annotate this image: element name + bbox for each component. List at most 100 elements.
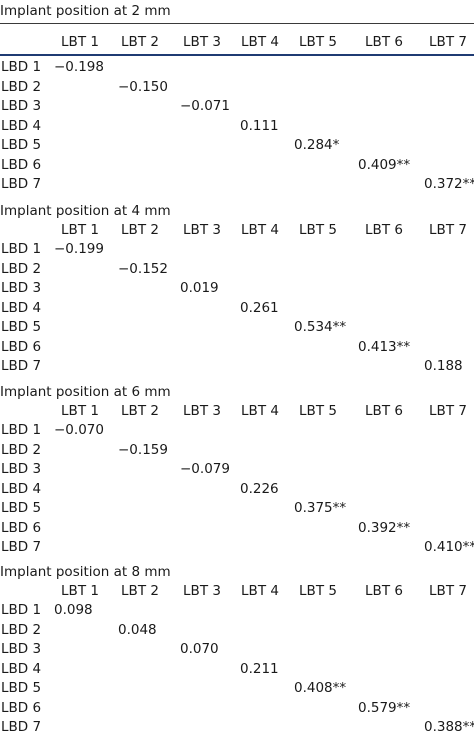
table-row: LBD 3 0.019: [0, 279, 474, 299]
correlation-value: 0.372**: [424, 176, 474, 192]
row-label: LBD 5: [1, 680, 42, 696]
table-row: LBD 3 −0.079: [0, 460, 474, 480]
column-header: LBT 5: [299, 34, 337, 50]
table-row: LBD 7 0.372**: [0, 175, 474, 195]
table-row: LBD 4 0.111: [0, 117, 474, 137]
column-header: LBT 4: [241, 403, 279, 419]
row-label: LBD 2: [1, 621, 42, 638]
table-row: LBD 2 0.048: [0, 621, 474, 641]
row-label: LBD 3: [1, 461, 42, 477]
column-header-row: LBT 1 LBT 2 LBT 3 LBT 4 LBT 5 LBT 6 LBT 7: [0, 581, 474, 601]
row-label: LBD 7: [1, 539, 42, 555]
correlation-value: −0.152: [118, 260, 168, 277]
table-row: LBD 6 0.413**: [0, 338, 474, 358]
row-label: LBD 6: [1, 338, 42, 355]
row-label: LBD 5: [1, 319, 42, 335]
row-label: LBD 7: [1, 358, 42, 374]
column-header: LBT 7: [429, 34, 467, 50]
row-label: LBD 7: [1, 719, 42, 735]
column-header: LBT 2: [121, 403, 159, 419]
table-row: LBD 6 0.579**: [0, 699, 474, 719]
column-header-row: LBT 1 LBT 2 LBT 3 LBT 4 LBT 5 LBT 6 LBT 7: [0, 32, 474, 52]
section-title: Implant position at 6 mm: [0, 384, 171, 400]
row-label: LBD 4: [1, 299, 42, 316]
section-title: Implant position at 4 mm: [0, 203, 171, 219]
correlation-value: −0.198: [54, 59, 104, 75]
correlation-value: 0.388**: [424, 719, 474, 735]
section-title: Implant position at 2 mm: [0, 3, 171, 19]
row-label: LBD 4: [1, 117, 42, 134]
column-header-row: LBT 1 LBT 2 LBT 3 LBT 4 LBT 5 LBT 6 LBT 7: [0, 220, 474, 240]
column-header: LBT 1: [61, 222, 99, 238]
correlation-value: 0.408**: [294, 680, 347, 696]
correlation-value: 0.409**: [358, 156, 411, 173]
correlation-value: −0.199: [54, 241, 104, 257]
column-header: LBT 7: [429, 222, 467, 238]
row-label: LBD 7: [1, 176, 42, 192]
column-header: LBT 6: [365, 222, 403, 238]
row-label: LBD 1: [1, 241, 42, 257]
row-label: LBD 2: [1, 78, 42, 95]
column-header: LBT 1: [61, 403, 99, 419]
table-row: LBD 3 −0.071: [0, 97, 474, 117]
correlation-value: 0.019: [180, 280, 219, 296]
table-row: LBD 5 0.375**: [0, 499, 474, 519]
column-header: LBT 6: [365, 403, 403, 419]
section-title-rule: [0, 23, 474, 24]
row-label: LBD 3: [1, 98, 42, 114]
column-header: LBT 5: [299, 222, 337, 238]
correlation-value: 0.098: [54, 602, 93, 618]
column-header-row: LBT 1 LBT 2 LBT 3 LBT 4 LBT 5 LBT 6 LBT 7: [0, 401, 474, 421]
column-header: LBT 2: [121, 34, 159, 50]
row-label: LBD 2: [1, 260, 42, 277]
column-header: LBT 4: [241, 583, 279, 599]
table-row: LBD 6 0.392**: [0, 519, 474, 539]
column-header: LBT 2: [121, 583, 159, 599]
table-row: LBD 1 −0.198: [0, 58, 474, 78]
row-label: LBD 4: [1, 480, 42, 497]
column-header: LBT 3: [183, 34, 221, 50]
correlation-value: 0.261: [240, 299, 279, 316]
column-header: LBT 5: [299, 403, 337, 419]
correlation-value: 0.226: [240, 480, 279, 497]
table-section: Implant position at 6 mm LBT 1 LBT 2 LBT 3 L…: [0, 381, 474, 561]
correlation-value: 0.211: [240, 660, 279, 677]
table-row: LBD 4 0.261: [0, 299, 474, 319]
row-label: LBD 6: [1, 519, 42, 536]
table-row: LBD 2 −0.150: [0, 78, 474, 98]
table-row: LBD 2 −0.152: [0, 260, 474, 280]
table-row: LBD 3 0.070: [0, 640, 474, 660]
correlation-value: 0.534**: [294, 319, 347, 335]
table-row: LBD 6 0.409**: [0, 156, 474, 176]
row-label: LBD 6: [1, 699, 42, 716]
correlation-value: 0.413**: [358, 338, 411, 355]
column-header: LBT 7: [429, 583, 467, 599]
row-label: LBD 5: [1, 500, 42, 516]
column-header: LBT 3: [183, 403, 221, 419]
column-header: LBT 1: [61, 34, 99, 50]
correlation-value: −0.079: [180, 461, 230, 477]
table-row: LBD 5 0.284*: [0, 136, 474, 156]
column-header: LBT 4: [241, 34, 279, 50]
correlation-value: 0.284*: [294, 137, 340, 153]
correlation-value: −0.071: [180, 98, 230, 114]
table-row: LBD 7 0.388**: [0, 718, 474, 738]
column-header: LBT 2: [121, 222, 159, 238]
correlation-value: −0.150: [118, 78, 168, 95]
column-header: LBT 6: [365, 34, 403, 50]
row-label: LBD 1: [1, 602, 42, 618]
column-header: LBT 3: [183, 222, 221, 238]
row-label: LBD 1: [1, 422, 42, 438]
table-row: LBD 1 −0.199: [0, 240, 474, 260]
row-label: LBD 3: [1, 641, 42, 657]
table-row: LBD 2 −0.159: [0, 441, 474, 461]
table-row: LBD 4 0.211: [0, 660, 474, 680]
row-label: LBD 4: [1, 660, 42, 677]
column-header: LBT 4: [241, 222, 279, 238]
correlation-value: 0.070: [180, 641, 219, 657]
row-label: LBD 2: [1, 441, 42, 458]
table-row: LBD 4 0.226: [0, 480, 474, 500]
